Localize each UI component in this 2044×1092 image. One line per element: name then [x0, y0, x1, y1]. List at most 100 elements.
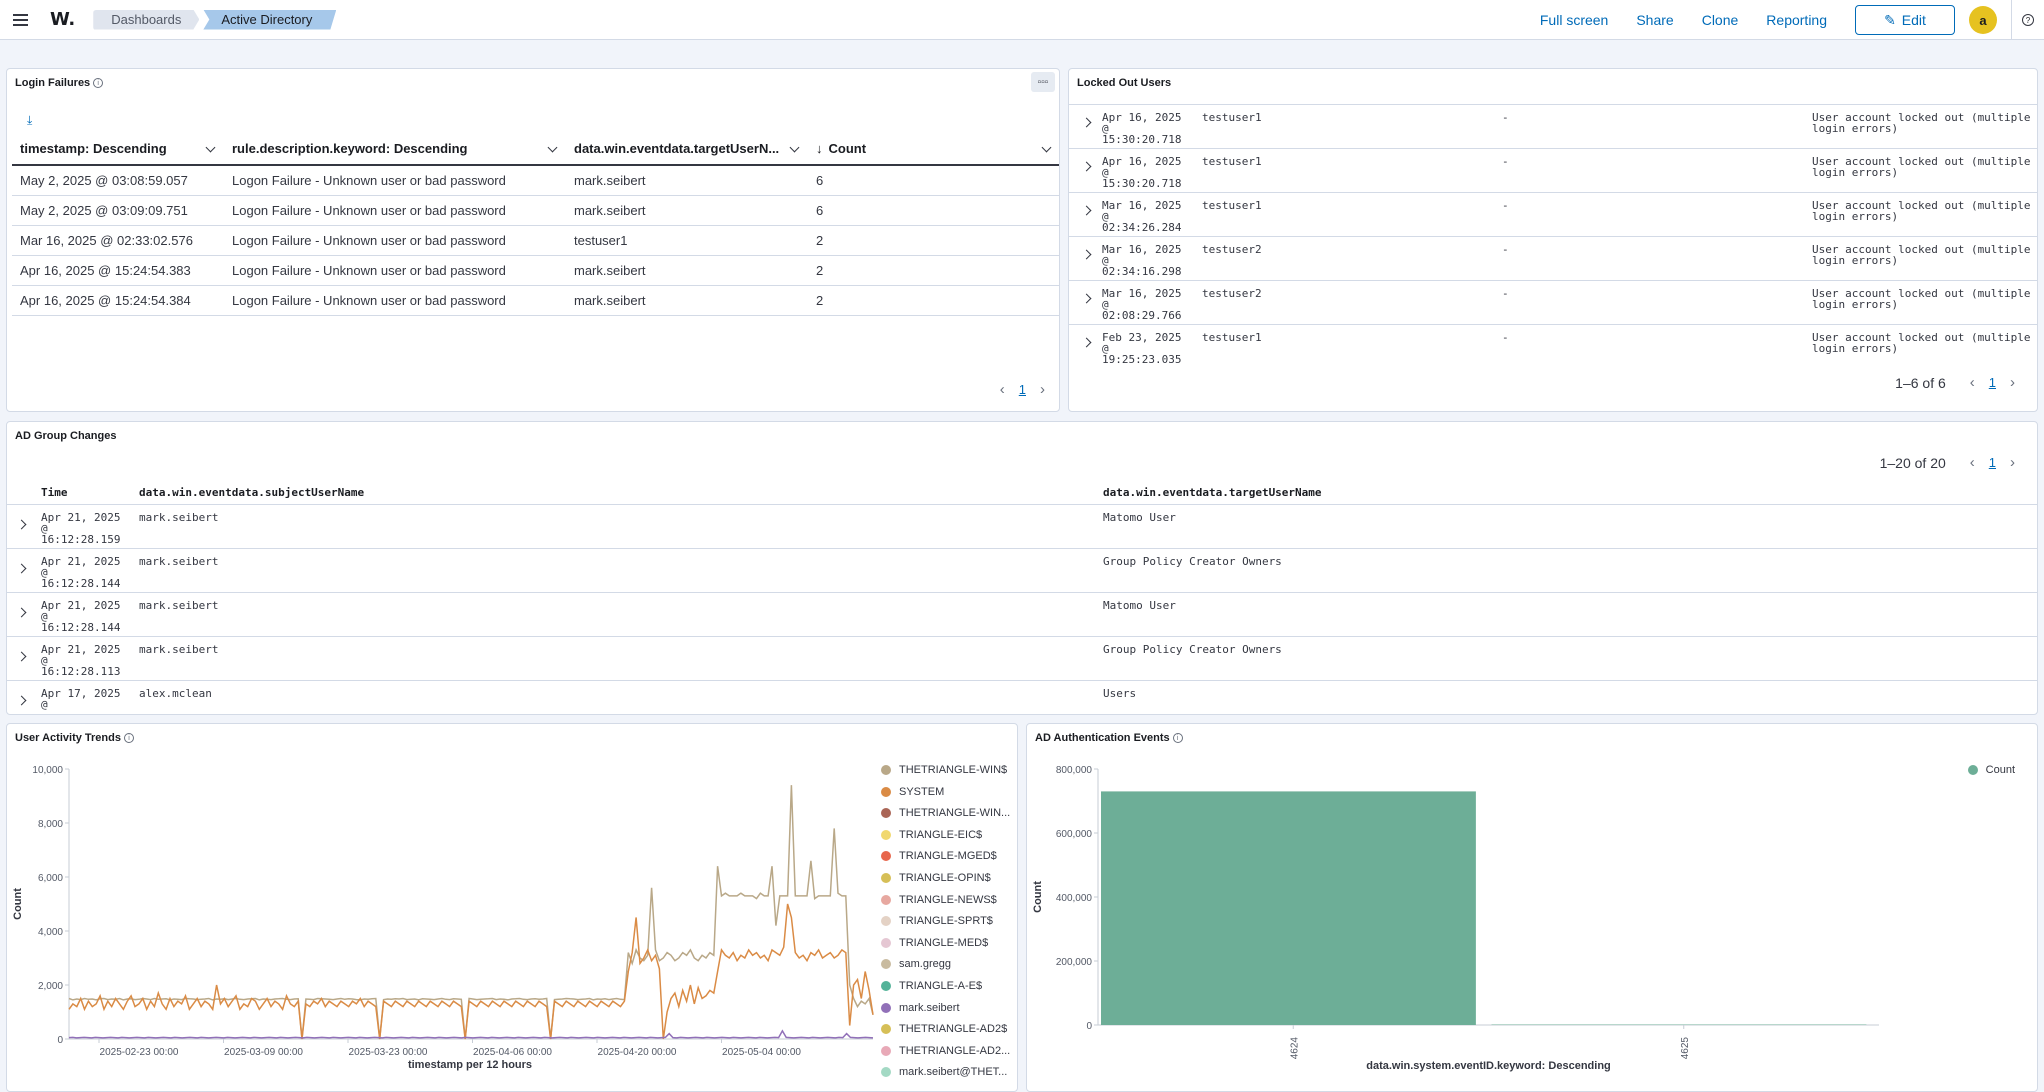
legend-swatch	[881, 786, 891, 797]
column-header-subject-user[interactable]: data.win.eventdata.subjectUserName	[139, 486, 365, 499]
row-at: @	[41, 654, 48, 667]
clone-link[interactable]: Clone	[1701, 12, 1739, 28]
reporting-link[interactable]: Reporting	[1766, 12, 1827, 28]
row-subject: mark.seibert	[139, 643, 219, 656]
list-item: Feb 23, 2025 @19:25:23.035 testuser1 - User …	[1069, 324, 2037, 368]
y-tick-label: 600,000	[1056, 829, 1093, 840]
menu-icon[interactable]	[0, 0, 40, 40]
legend-item[interactable]: SYSTEM	[881, 786, 944, 798]
chevron-left-icon[interactable]: ‹	[1969, 454, 1975, 471]
row-message: User account locked out (multiple	[1812, 155, 2031, 168]
full-screen-link[interactable]: Full screen	[1539, 12, 1609, 28]
chevron-down-icon[interactable]	[1041, 142, 1052, 153]
table-row: May 2, 2025 @ 03:09:09.751 Logon Failure …	[12, 195, 1059, 226]
legend-item[interactable]: Count	[1967, 764, 2015, 776]
chevron-right-icon[interactable]	[16, 607, 27, 618]
row-target: Matomo User	[1103, 599, 1176, 612]
legend-item[interactable]: TRIANGLE-MGED$	[881, 850, 997, 862]
chevron-down-icon[interactable]	[205, 142, 216, 153]
legend-item[interactable]: THETRIANGLE-WIN...	[881, 807, 1010, 819]
column-header-rule[interactable]: rule.description.keyword: Descending	[224, 133, 566, 166]
chevron-right-icon[interactable]	[1081, 205, 1092, 216]
page-link[interactable]: 1	[1988, 455, 1996, 470]
share-link[interactable]: Share	[1636, 12, 1674, 28]
row-at: @	[41, 698, 48, 711]
legend-item[interactable]: THETRIANGLE-WIN$	[881, 764, 1007, 776]
legend-item[interactable]: TRIANGLE-EIC$	[881, 829, 982, 841]
column-header-time[interactable]: Time	[41, 486, 68, 499]
chevron-down-icon[interactable]	[789, 142, 800, 153]
legend-label: mark.seibert@THET...	[899, 1066, 1008, 1079]
pagination: 1–20 of 20 ‹ 1 ›	[1880, 454, 2015, 471]
panel-options-icon[interactable]: ▫▫▫	[1031, 72, 1055, 92]
divider	[2011, 0, 2012, 40]
breadcrumb-dashboards[interactable]: Dashboards	[93, 10, 199, 30]
chevron-right-icon[interactable]	[16, 563, 27, 574]
column-header-timestamp[interactable]: timestamp: Descending	[12, 133, 224, 166]
chevron-left-icon[interactable]: ‹	[1969, 374, 1975, 391]
legend-swatch	[881, 916, 891, 927]
chevron-right-icon[interactable]	[1081, 161, 1092, 172]
legend-item[interactable]: TRIANGLE-NEWS$	[881, 894, 997, 906]
info-icon[interactable]: i	[93, 78, 104, 88]
row-dash: -	[1502, 199, 1509, 212]
column-header-target-user[interactable]: data.win.eventdata.targetUserName	[1103, 486, 1322, 499]
chevron-right-icon[interactable]	[16, 519, 27, 530]
legend-item[interactable]: sam.gregg	[881, 958, 951, 970]
chevron-right-icon[interactable]	[1081, 293, 1092, 304]
chevron-right-icon[interactable]: ›	[1040, 381, 1045, 398]
series-line-system	[68, 903, 874, 1040]
x-tick-label: 2025-03-23 00:00	[349, 1047, 428, 1058]
legend-label: TRIANGLE-SPRT$	[899, 915, 993, 928]
x-tick-label: 4625	[1680, 1037, 1691, 1060]
legend-label: TRIANGLE-NEWS$	[899, 893, 997, 906]
legend-item[interactable]: TRIANGLE-MED$	[881, 937, 988, 949]
legend-item[interactable]: mark.seibert	[881, 1002, 960, 1014]
legend-item[interactable]: THETRIANGLE-AD2$	[881, 1023, 1007, 1035]
avatar[interactable]: a	[1969, 6, 1997, 34]
download-icon[interactable]: ⤓	[27, 113, 33, 127]
row-user: testuser1	[1202, 111, 1262, 124]
app-logo[interactable]: W.	[50, 9, 76, 30]
chevron-down-icon[interactable]	[547, 142, 558, 153]
table-row: Apr 21, 2025 @16:12:28.113 mark.seibert Gro…	[7, 636, 2037, 680]
chevron-right-icon[interactable]: ›	[2010, 374, 2015, 391]
legend-item[interactable]: TRIANGLE-OPIN$	[881, 872, 991, 884]
y-tick-label: 8,000	[38, 819, 63, 830]
legend-item[interactable]: TRIANGLE-SPRT$	[881, 915, 993, 927]
row-message-cont: login errors)	[1812, 342, 1899, 355]
chevron-right-icon[interactable]	[1081, 337, 1092, 348]
column-header-target-user[interactable]: data.win.eventdata.targetUserN...	[566, 133, 808, 166]
user-activity-trends-panel: User Activity Trends i 10,000 8,000 6,000 4,…	[6, 723, 1018, 1092]
row-dash: -	[1502, 111, 1509, 124]
row-message-cont: login errors)	[1812, 122, 1899, 135]
edit-button[interactable]: ✎ Edit	[1855, 5, 1955, 35]
row-target: Group Policy Creator Owners	[1103, 555, 1282, 568]
chevron-right-icon[interactable]	[1081, 249, 1092, 260]
y-tick-label: 200,000	[1056, 957, 1093, 968]
legend-item[interactable]: THETRIANGLE-AD2...	[881, 1045, 1010, 1057]
row-time: 15:30:20.718	[1102, 133, 1182, 146]
column-header-count[interactable]: ↓ Count	[808, 133, 1059, 166]
table-row: Apr 16, 2025 @ 15:24:54.384 Logon Failure…	[12, 285, 1059, 316]
page-link[interactable]: 1	[1988, 375, 1996, 390]
chevron-right-icon[interactable]: ›	[2010, 454, 2015, 471]
row-time: 15:30:20.718	[1102, 177, 1182, 190]
arrow-down-icon: ↓	[816, 141, 823, 156]
legend-item[interactable]: mark.seibert@THET...	[881, 1066, 1007, 1078]
y-tick-label: 800,000	[1056, 765, 1093, 776]
locked-out-users-panel: Locked Out Users Apr 16, 2025 @15:30:20.7…	[1068, 68, 2038, 412]
row-subject: alex.mclean	[139, 687, 212, 700]
info-icon[interactable]: i	[1172, 733, 1183, 743]
panel-title: AD Group Changes	[15, 430, 117, 442]
legend-item[interactable]: TRIANGLE-A-E$	[881, 980, 982, 992]
chevron-right-icon[interactable]	[16, 695, 27, 706]
page-link[interactable]: 1	[1018, 382, 1026, 397]
row-date: Mar 16, 2025	[1102, 243, 1182, 256]
chevron-right-icon[interactable]	[16, 651, 27, 662]
chevron-right-icon[interactable]	[1081, 117, 1092, 128]
chevron-left-icon[interactable]: ‹	[999, 381, 1005, 398]
y-tick-label: 10,000	[32, 765, 63, 776]
help-icon[interactable]: ?	[2022, 14, 2034, 26]
info-icon[interactable]: i	[123, 733, 134, 743]
